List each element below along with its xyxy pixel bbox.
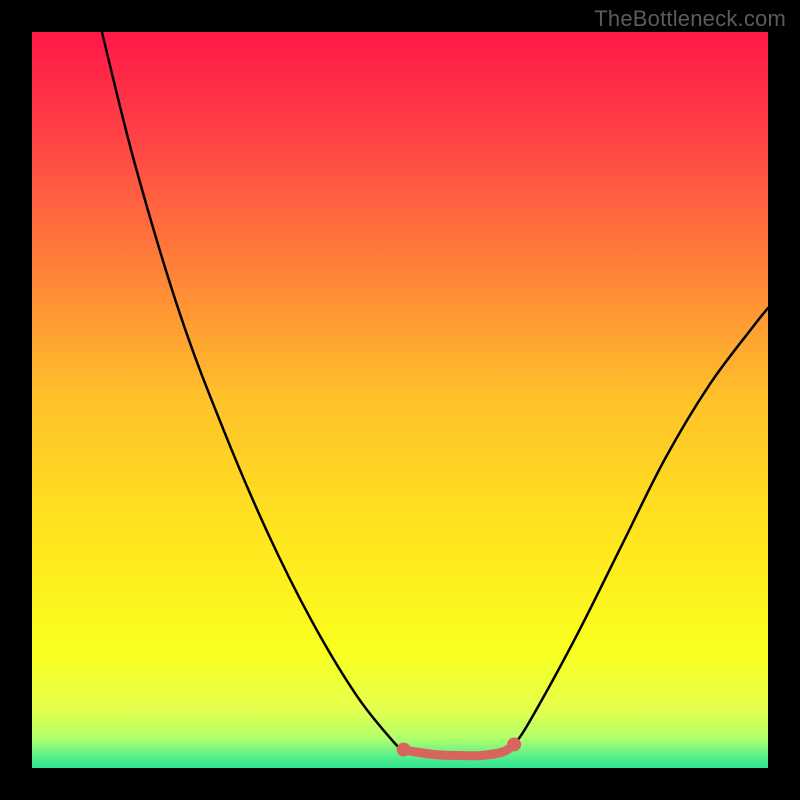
valley-marker-start — [397, 743, 411, 757]
watermark-text: TheBottleneck.com — [594, 6, 786, 32]
valley-marker-end — [507, 737, 521, 751]
chart-container: TheBottleneck.com — [0, 0, 800, 800]
bottleneck-chart — [0, 0, 800, 800]
